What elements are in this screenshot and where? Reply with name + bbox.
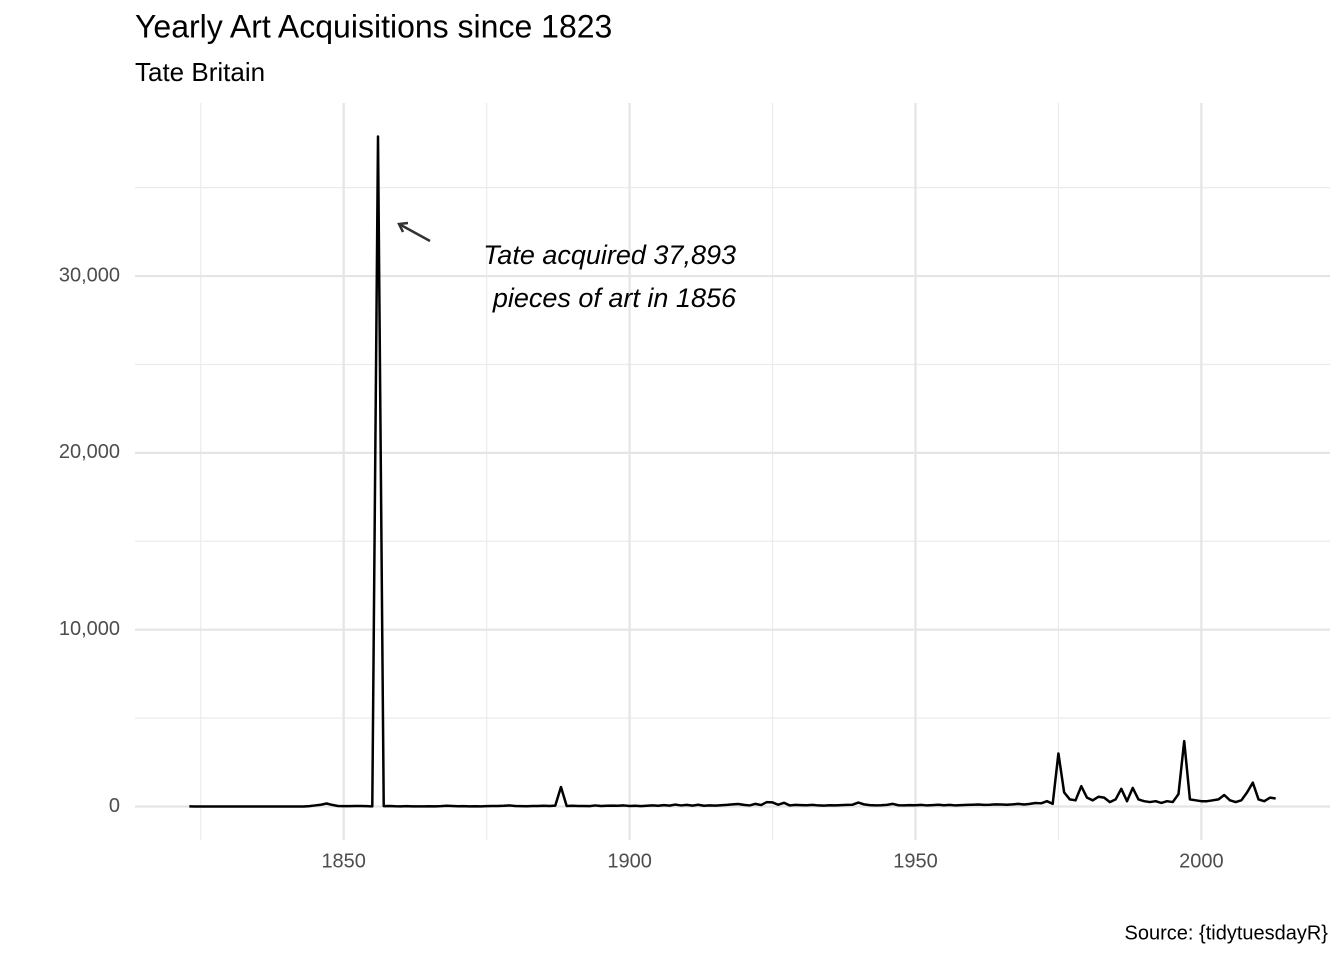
y-tick-label: 20,000: [59, 441, 120, 463]
x-tick-label: 2000: [1179, 850, 1224, 872]
x-tick-label: 1950: [893, 850, 938, 872]
annotation: Tate acquired 37,893: [483, 240, 736, 270]
grid: 1850 1900 1950 2000 0 10,000 20,000 30,000: [59, 103, 1330, 872]
y-tick-label: 0: [109, 795, 120, 817]
y-tick-label: 30,000: [59, 264, 120, 286]
x-tick-label: 1850: [321, 850, 366, 872]
x-tick-label: 1900: [607, 850, 652, 872]
chart-subtitle: Tate Britain: [135, 57, 265, 87]
annotation-arrow: [397, 221, 431, 243]
chart-title: Yearly Art Acquisitions since 1823: [135, 8, 612, 44]
series-line: [189, 135, 1276, 808]
y-tick-label: 10,000: [59, 618, 120, 640]
annotation: pieces of art in 1856: [492, 283, 737, 313]
marks: [189, 135, 1276, 808]
caption: Source: {tidytuesdayR}: [1125, 922, 1329, 944]
